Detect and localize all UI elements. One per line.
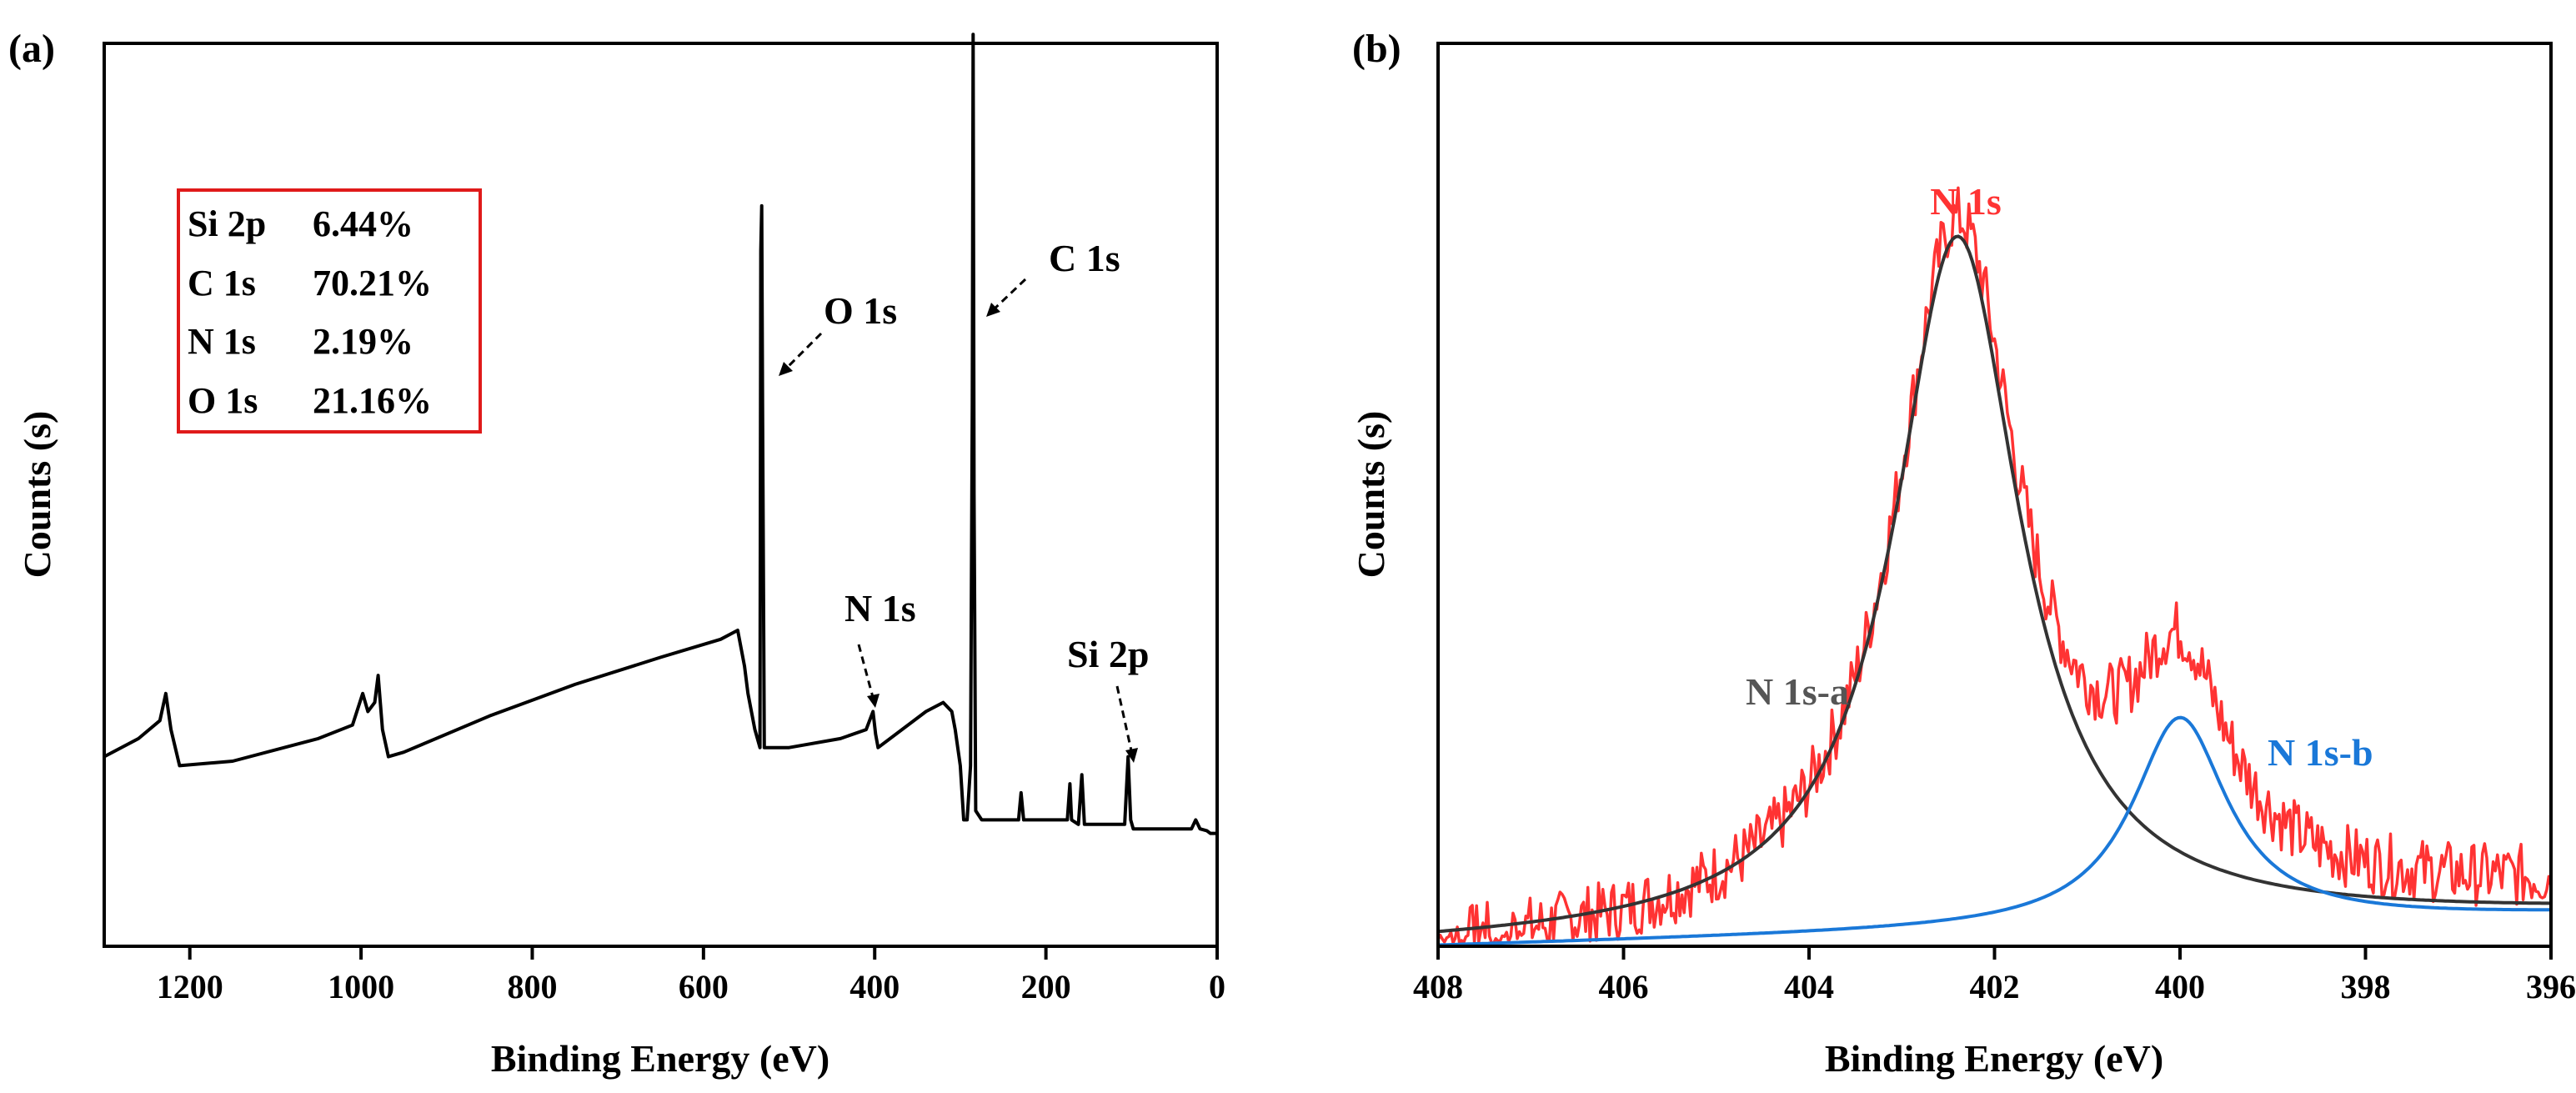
x-tick-label: 396 [2526, 968, 2576, 1005]
y-axis-title-a: Counts (s) [16, 411, 58, 579]
composition-name: N 1s [188, 321, 256, 362]
composition-name: Si 2p [188, 203, 266, 244]
n1s-raw-spectrum-line [1436, 186, 2553, 945]
plot-frame-a [103, 42, 1219, 948]
annotation-label: C 1s [1049, 237, 1120, 279]
series-label-n1s: N 1s [1930, 180, 2002, 223]
x-tick-label: 406 [1599, 968, 1649, 1005]
annotation-label: Si 2p [1067, 633, 1149, 675]
arrow-head [986, 303, 1000, 317]
composition-value: 2.19% [313, 321, 413, 362]
x-tick-label: 0 [1209, 968, 1225, 1005]
composition-table: Si 2p 6.44% C 1s 70.21% N 1s 2.19% O 1s … [177, 188, 482, 434]
annotation-arrow [782, 332, 823, 373]
x-tick-label: 404 [1784, 968, 1834, 1005]
y-axis-title-b: Counts (s) [1350, 411, 1392, 579]
n1s-a-fit-line [1437, 234, 2552, 934]
arrow-head [867, 694, 880, 708]
annotation-arrow [990, 278, 1027, 313]
peak-annotation-si2p: Si 2p [1067, 633, 1149, 763]
n1s-b-fit-line [1437, 715, 2551, 947]
arrow-head [1125, 748, 1138, 763]
x-tick-label: 800 [507, 968, 557, 1005]
x-tick-label: 600 [679, 968, 729, 1005]
composition-table-border [177, 188, 482, 434]
x-tick-label: 200 [1021, 968, 1071, 1005]
panel-a-label: (a) [8, 27, 55, 71]
composition-value: 21.16% [313, 380, 432, 421]
x-tick-label: 398 [2341, 968, 2391, 1005]
panel-b: (b) 408 406 404 402 400 398 396 Binding Energy… [1350, 27, 2576, 1080]
survey-plot-area [103, 33, 1217, 835]
composition-name: C 1s [188, 263, 256, 303]
panel-b-label: (b) [1352, 27, 1401, 71]
x-ticks-b: 408 406 404 402 400 398 396 [1413, 946, 2576, 1005]
x-axis-title-a: Binding Energy (eV) [491, 1037, 829, 1080]
peak-annotation-o1s: O 1s [779, 289, 897, 376]
annotation-arrow [857, 644, 875, 701]
x-tick-label: 1000 [328, 968, 394, 1005]
series-label-n1s-a: N 1s-a [1746, 670, 1849, 713]
x-tick-label: 408 [1413, 968, 1463, 1005]
n1s-plot-area [1436, 186, 2553, 947]
peak-annotation-c1s: C 1s [986, 237, 1120, 317]
annotation-label: N 1s [844, 587, 916, 629]
composition-value: 6.44% [313, 203, 413, 244]
x-tick-label: 400 [849, 968, 900, 1005]
x-ticks-a: 1200 1000 800 600 400 200 0 [157, 946, 1225, 1005]
panel-a: (a) 1200 1000 800 600 400 200 0 Binding Energy… [8, 27, 1225, 1080]
series-label-n1s-b: N 1s-b [2268, 731, 2373, 774]
x-axis-title-b: Binding Energy (eV) [1825, 1037, 2163, 1080]
x-tick-label: 402 [1970, 968, 2020, 1005]
peak-annotation-n1s: N 1s [844, 587, 916, 708]
composition-name: O 1s [188, 380, 258, 421]
annotation-label: O 1s [824, 289, 897, 332]
arrow-head [779, 362, 793, 376]
x-tick-label: 400 [2155, 968, 2205, 1005]
survey-spectrum-line [103, 33, 1217, 835]
composition-value: 70.21% [313, 263, 432, 303]
x-tick-label: 1200 [157, 968, 223, 1005]
